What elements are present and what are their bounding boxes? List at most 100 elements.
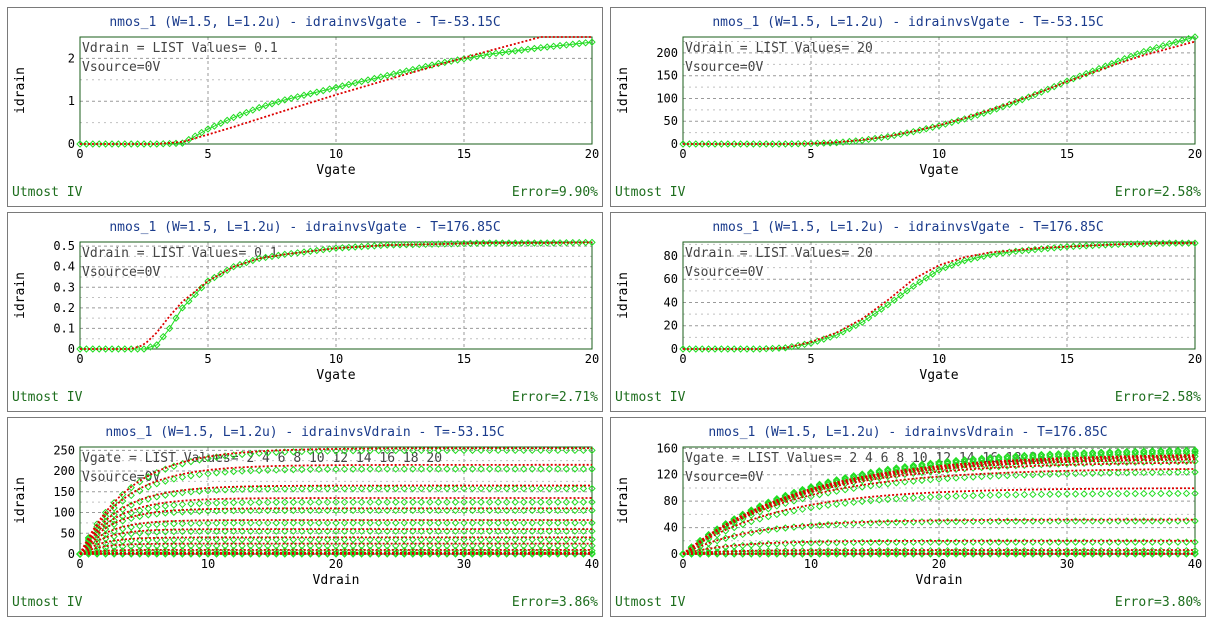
measured-point	[537, 43, 545, 52]
measured-point	[400, 498, 408, 506]
measured-point	[451, 446, 460, 455]
measured-point	[400, 506, 408, 515]
measured-point	[1127, 240, 1135, 248]
measured-point	[409, 550, 417, 558]
measured-point	[281, 498, 289, 506]
measured-point	[485, 50, 494, 58]
measured-point	[520, 519, 528, 527]
simulated-line	[682, 458, 1196, 555]
measured-point	[101, 508, 110, 517]
measured-point	[238, 535, 246, 544]
measured-point	[121, 345, 129, 353]
chart-annotation: Vsource=0V	[685, 60, 763, 75]
measured-point	[357, 541, 366, 550]
measured-point	[357, 77, 366, 86]
measured-point	[1063, 460, 1071, 468]
y-tick-label: 2	[68, 51, 75, 65]
measured-point	[1123, 469, 1131, 477]
measured-point	[815, 502, 824, 511]
measured-point	[502, 519, 511, 527]
measured-point	[477, 446, 485, 455]
measured-point	[739, 541, 747, 550]
measured-point	[409, 527, 417, 535]
measured-point	[306, 447, 315, 456]
measured-point	[986, 538, 994, 546]
measured-point	[468, 541, 477, 550]
measured-point	[517, 46, 526, 54]
measured-point	[479, 51, 487, 60]
measured-point	[926, 538, 935, 546]
measured-point	[204, 542, 212, 550]
measured-point	[451, 506, 460, 515]
measured-point	[178, 473, 187, 481]
measured-point	[426, 498, 434, 506]
measured-point	[511, 535, 519, 544]
y-tick-label: 20	[664, 319, 678, 333]
measured-point	[349, 465, 357, 473]
measured-point	[364, 242, 372, 250]
measured-point	[392, 519, 400, 527]
chart-svg: nmos_1 (W=1.5, L=1.2u) - idrainvsVdrain …	[13, 425, 599, 588]
measured-point	[477, 498, 485, 506]
measured-point	[349, 541, 357, 550]
measured-point	[443, 527, 451, 535]
measured-point	[530, 44, 539, 53]
measured-point	[1012, 538, 1020, 546]
measured-point	[1182, 457, 1191, 466]
x-tick-label: 5	[807, 147, 814, 161]
measured-point	[417, 535, 426, 544]
model-name-label: Utmost IV	[615, 595, 686, 610]
measured-point	[571, 498, 579, 506]
measured-point	[918, 468, 926, 477]
measured-point	[272, 550, 280, 558]
measured-point	[212, 519, 221, 527]
measured-point	[140, 140, 148, 148]
measured-point	[698, 345, 706, 353]
measured-point	[357, 519, 366, 527]
measured-point	[101, 517, 110, 526]
measured-point	[95, 140, 103, 148]
measured-point	[1123, 458, 1131, 467]
measured-point	[127, 523, 135, 531]
measured-point	[1054, 460, 1063, 468]
measured-point	[383, 506, 391, 515]
measured-point	[221, 519, 229, 527]
measured-point	[281, 550, 289, 558]
x-tick-label: 20	[1188, 352, 1202, 366]
measured-point	[967, 255, 975, 263]
measured-point	[477, 535, 485, 544]
measured-point	[229, 535, 238, 544]
simulated-line	[79, 548, 592, 555]
measured-point	[178, 535, 187, 544]
measured-point	[520, 484, 528, 493]
measured-point	[588, 519, 596, 527]
measured-point	[494, 519, 502, 527]
measured-point	[332, 527, 340, 535]
measured-point	[943, 492, 952, 501]
measured-point	[858, 476, 866, 485]
measured-point	[272, 466, 280, 474]
measured-point	[443, 506, 451, 515]
measured-point	[101, 530, 110, 539]
measured-point	[579, 484, 588, 493]
measured-point	[952, 538, 960, 546]
measured-point	[468, 527, 477, 535]
measured-point	[884, 465, 892, 474]
measured-point	[409, 65, 417, 74]
simulated-line	[79, 463, 593, 555]
measured-point	[246, 506, 255, 515]
measured-point	[82, 140, 91, 148]
chart-annotation: Vdrain = LIST Values= 0.1	[82, 41, 278, 56]
measured-point	[485, 527, 494, 535]
measured-point	[453, 239, 462, 248]
measured-point	[1140, 447, 1148, 455]
measured-point	[101, 345, 110, 353]
measured-point	[685, 345, 694, 353]
measured-point	[704, 548, 713, 557]
measured-point	[1174, 468, 1182, 476]
measured-point	[926, 467, 935, 476]
measured-point	[178, 527, 187, 536]
measured-point	[89, 345, 97, 353]
measured-point	[118, 490, 127, 499]
measured-point	[76, 345, 84, 353]
